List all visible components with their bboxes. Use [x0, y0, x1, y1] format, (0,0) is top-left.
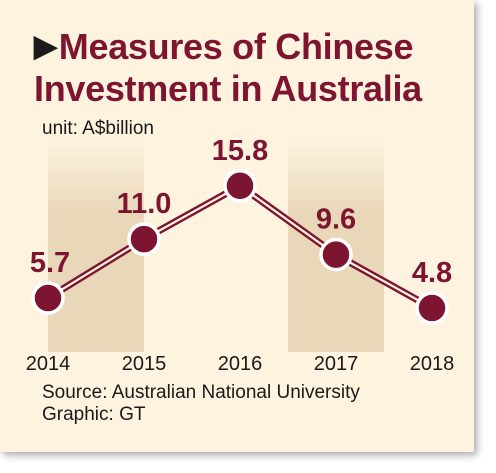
x-tick-label-2016: 2016	[218, 353, 263, 375]
line-segment-highlight	[239, 184, 337, 256]
x-tick-label-2015: 2015	[122, 353, 167, 375]
data-point-2016	[223, 169, 257, 203]
data-point-2014	[31, 281, 65, 315]
graphic-credit: Graphic: GT	[42, 404, 146, 425]
x-tick-label-2018: 2018	[410, 353, 455, 375]
data-point-2015	[127, 222, 161, 256]
data-point-2018	[415, 291, 449, 325]
play-triangle-icon: ▶	[34, 30, 57, 63]
chart-title: ▶Measures of Chinese Investment in Austra…	[34, 26, 422, 110]
source-text: Source: Australian National University	[42, 382, 360, 403]
chart-card: 5.7 11.0 15.8 9.6 4.8 2014 2015 2016 2017 2018 ▶…	[0, 0, 474, 452]
value-label-2017: 9.6	[316, 204, 356, 236]
x-tick-label-2017: 2017	[314, 353, 359, 375]
data-point-2017	[319, 237, 353, 272]
x-tick-label-2014: 2014	[26, 353, 71, 375]
source-note: Source: Australian National University G…	[42, 382, 360, 426]
line-chart: 5.7 11.0 15.8 9.6 4.8 2014 2015 2016 2017 2018	[26, 135, 455, 375]
value-label-2016: 15.8	[212, 135, 268, 167]
value-label-2014: 5.7	[30, 247, 70, 279]
title-line-1: Measures of Chinese	[58, 26, 414, 67]
title-line-2: Investment in Australia	[34, 68, 422, 109]
line-segment-highlight	[143, 184, 241, 241]
line-segment-highlight	[335, 253, 433, 309]
value-label-2015: 11.0	[117, 188, 172, 220]
value-label-2018: 4.8	[412, 257, 452, 289]
line-segment-highlight	[47, 238, 145, 299]
unit-label: unit: A$billion	[42, 118, 154, 139]
